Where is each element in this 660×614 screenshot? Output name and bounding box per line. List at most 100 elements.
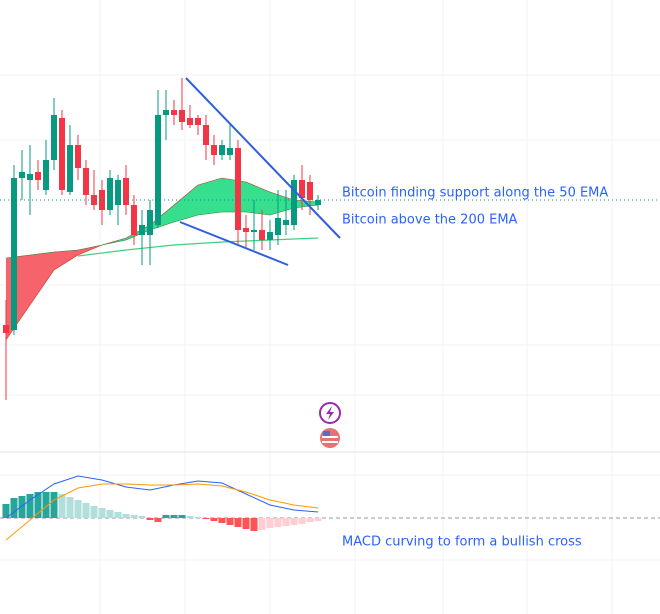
histogram-bar [2, 504, 10, 518]
candle-body [115, 180, 121, 205]
candle-body [83, 168, 89, 195]
candle-body [299, 180, 305, 198]
histogram-bar [290, 518, 298, 525]
histogram-bar [202, 518, 210, 519]
candle-body [19, 172, 25, 178]
candle-body [275, 218, 281, 235]
candle-body [75, 145, 81, 168]
price-pane [3, 78, 321, 400]
event-icon[interactable] [320, 428, 340, 448]
histogram-bar [10, 498, 18, 518]
trendline [185, 77, 341, 239]
histogram-bar [106, 510, 114, 518]
macd-pane [2, 475, 322, 541]
histogram-bar [178, 515, 186, 518]
histogram-bar [58, 494, 66, 518]
histogram-bar [306, 518, 314, 522]
histogram-bar [82, 503, 90, 518]
macd-line [5, 475, 319, 519]
candle-body [259, 230, 265, 240]
candle-body [211, 145, 217, 155]
ema-200 [77, 237, 319, 257]
histogram-bar [210, 518, 218, 521]
candle-body [235, 148, 241, 230]
signal-line [5, 483, 319, 541]
candle-body [147, 210, 153, 235]
ema-fill [270, 192, 294, 215]
histogram-bar [50, 492, 58, 518]
candle-body [267, 232, 273, 240]
histogram-bar [194, 517, 202, 518]
histogram-bar [42, 492, 50, 518]
event-icon[interactable] [319, 402, 341, 424]
histogram-bar [34, 492, 42, 518]
histogram-bar [170, 515, 178, 518]
histogram-bar [258, 518, 266, 530]
trendline [179, 221, 289, 266]
ema-fast [5, 177, 319, 341]
candle-body [99, 190, 105, 210]
histogram-bar [250, 518, 258, 531]
candle-body [3, 325, 9, 333]
histogram-bar [154, 518, 162, 522]
histogram-bar [66, 497, 74, 518]
candle-body [203, 125, 209, 145]
histogram-bar [138, 516, 146, 518]
candle-body [163, 110, 169, 115]
candle-body [123, 178, 129, 205]
ema-fill [246, 182, 270, 215]
annotation: Bitcoin above the 200 EMA [342, 213, 518, 228]
ema-fill [30, 252, 54, 305]
histogram-bar [18, 496, 26, 518]
candle-body [187, 118, 193, 125]
candle-body [171, 110, 177, 115]
candle-body [179, 110, 185, 122]
ema-fill [54, 250, 78, 270]
candle-body [195, 118, 201, 125]
candle-body [131, 205, 137, 235]
histogram-bar [162, 515, 170, 518]
candle-body [227, 148, 233, 155]
histogram-bar [146, 518, 154, 520]
histogram-bar [218, 518, 226, 523]
candle-body [11, 178, 17, 330]
histogram-bar [282, 518, 290, 526]
candle-body [291, 180, 297, 225]
histogram-bar [226, 518, 234, 525]
ema-slow [5, 204, 319, 259]
candle-body [155, 115, 161, 225]
candle-body [67, 145, 73, 192]
candle-body [251, 230, 257, 232]
annotation: Bitcoin finding support along the 50 EMA [342, 186, 608, 201]
candle-body [91, 195, 97, 205]
candle-body [307, 182, 313, 200]
candle-body [35, 172, 41, 180]
candle-body [27, 174, 33, 180]
candle-body [43, 160, 49, 190]
histogram-bar [74, 500, 82, 518]
candle-body [243, 228, 249, 232]
histogram-bar [98, 508, 106, 518]
ema-fill [6, 255, 30, 340]
histogram-bar [242, 518, 250, 529]
candle-body [51, 115, 57, 160]
candle-body [315, 200, 321, 205]
histogram-bar [234, 518, 242, 527]
candle-body [139, 225, 145, 235]
histogram-bar [122, 514, 130, 518]
histogram-bar [90, 506, 98, 518]
histogram-bar [314, 518, 322, 521]
ema-fill [198, 178, 222, 215]
annotation: MACD curving to form a bullish cross [342, 535, 582, 550]
histogram-bar [274, 518, 282, 527]
histogram-bar [26, 494, 34, 518]
candle-body [219, 145, 225, 155]
ema-fill [222, 178, 246, 212]
histogram-bar [266, 518, 274, 528]
ema-fill [174, 185, 198, 222]
histogram-bar [298, 518, 306, 524]
histogram-bar [186, 516, 194, 518]
candle-body [283, 220, 289, 225]
